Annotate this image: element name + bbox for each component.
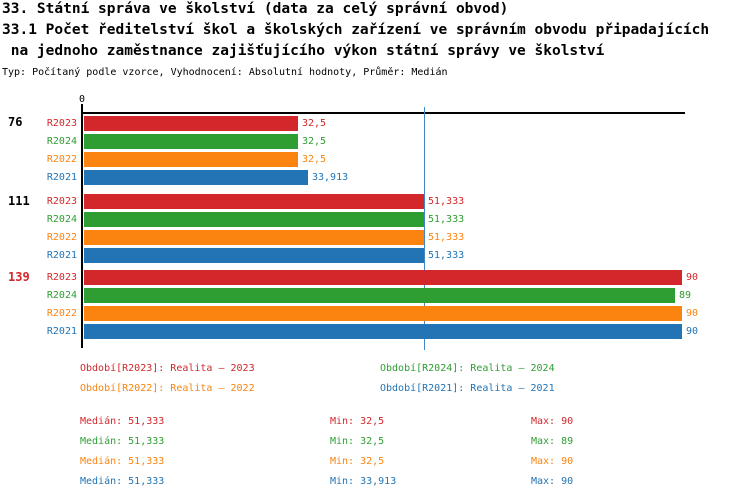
stat-median: Medián: 51,333 [80,476,165,487]
bar [84,116,298,131]
x-axis-line [81,112,685,114]
bar-value-label: 33,913 [312,172,349,183]
x-axis-zero-label: 0 [78,94,86,105]
stat-max: Max: 90 [531,476,574,487]
bar-value-label: 51,333 [428,214,465,225]
bar-series-label: R2021 [46,172,77,183]
group-count-label: 76 [8,115,23,129]
stat-min: Min: 32,5 [330,456,385,467]
stat-min: Min: 32,5 [330,416,385,427]
stat-max: Max: 89 [531,436,574,447]
stat-min: Min: 33,913 [330,476,397,487]
chart-title-line-1: 33.1 Počet ředitelství škol a školských … [2,22,710,38]
bar [84,170,308,185]
bar [84,230,424,245]
bar [84,194,424,209]
chart-title-line-2: na jednoho zaměstnance zajišťujícího výk… [2,43,605,59]
bar [84,270,682,285]
chart-meta: Typ: Počítaný podle vzorce, Vyhodnocení:… [2,67,448,78]
bar-value-label: 51,333 [428,232,465,243]
bar-series-label: R2024 [46,136,77,147]
bar-value-label: 32,5 [302,154,327,165]
legend-item-r2021: Období[R2021]: Realita – 2021 [380,383,555,394]
y-axis-line [81,104,83,348]
legend-item-r2022: Období[R2022]: Realita – 2022 [80,383,255,394]
bar-value-label: 90 [686,308,699,319]
bar-series-label: R2023 [46,272,77,283]
bar [84,306,682,321]
bar-value-label: 89 [679,290,692,301]
stat-median: Medián: 51,333 [80,456,165,467]
bar-value-label: 32,5 [302,136,327,147]
legend-item-r2023: Období[R2023]: Realita – 2023 [80,363,255,374]
bar [84,152,298,167]
bar-value-label: 32,5 [302,118,327,129]
median-line [424,107,425,350]
stat-median: Medián: 51,333 [80,436,165,447]
bar-value-label: 51,333 [428,250,465,261]
bar-series-label: R2024 [46,290,77,301]
stat-median: Medián: 51,333 [80,416,165,427]
stat-max: Max: 90 [531,416,574,427]
bar-value-label: 90 [686,326,699,337]
bar-value-label: 90 [686,272,699,283]
bar-series-label: R2022 [46,232,77,243]
bar [84,288,675,303]
bar-series-label: R2024 [46,214,77,225]
bar-series-label: R2022 [46,154,77,165]
bar [84,212,424,227]
bar [84,324,682,339]
stat-min: Min: 32,5 [330,436,385,447]
bar [84,134,298,149]
bar [84,248,424,263]
group-count-label: 111 [8,194,30,208]
bar-series-label: R2021 [46,250,77,261]
legend-item-r2024: Období[R2024]: Realita – 2024 [380,363,555,374]
group-count-label-highlighted: 139 [8,270,30,284]
bar-series-label: R2021 [46,326,77,337]
bar-value-label: 51,333 [428,196,465,207]
page-title: 33. Státní správa ve školství (data za c… [2,1,509,17]
bar-series-label: R2023 [46,196,77,207]
bar-series-label: R2023 [46,118,77,129]
stat-max: Max: 90 [531,456,574,467]
bar-series-label: R2022 [46,308,77,319]
